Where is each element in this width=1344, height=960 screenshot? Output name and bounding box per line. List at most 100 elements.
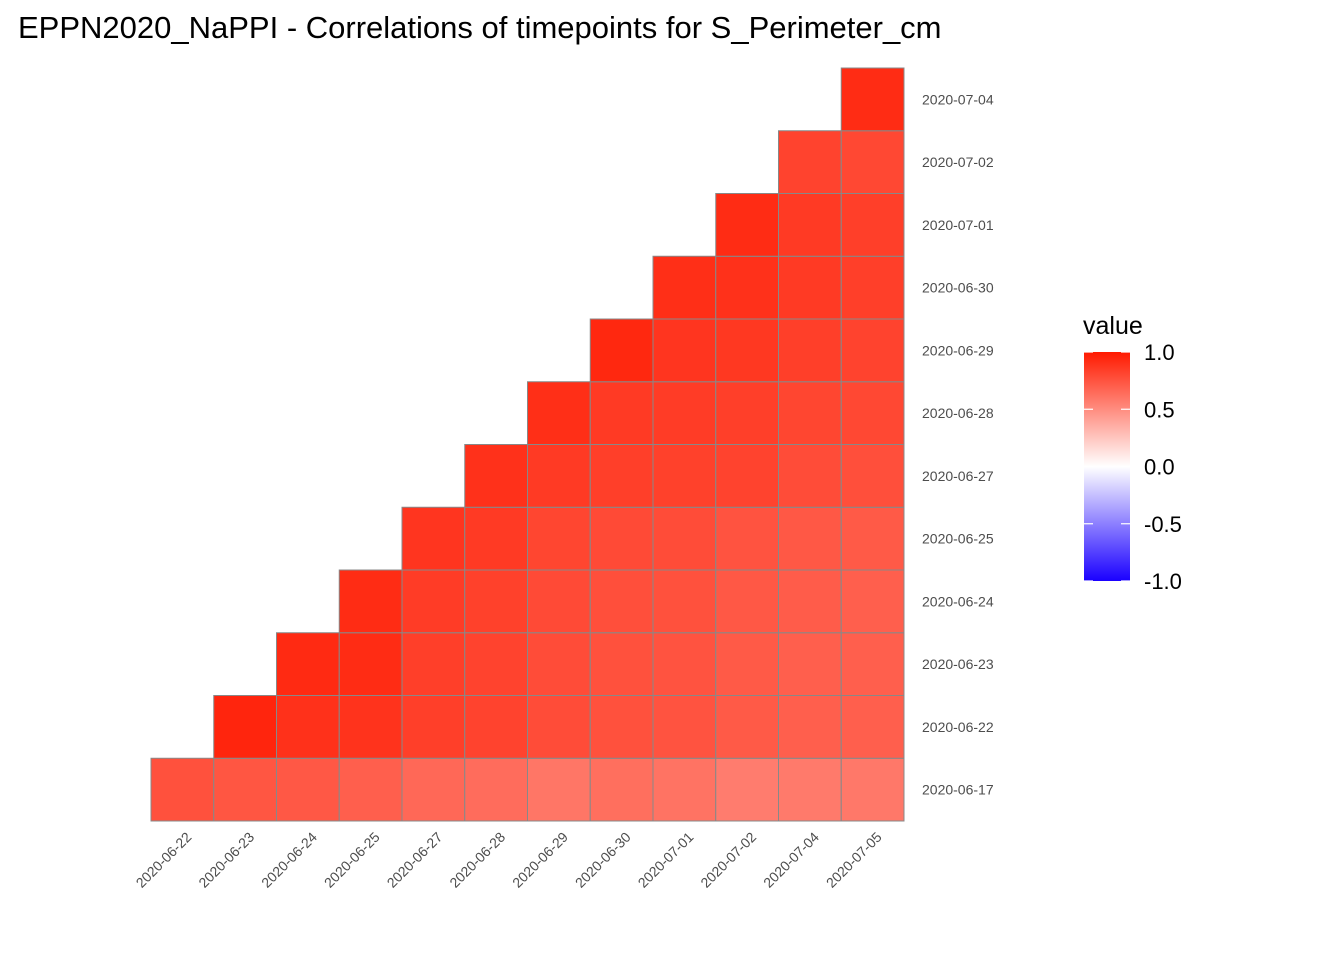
legend-tick-labels: 1.0 0.5 0.0 -0.5 -1.0 (1084, 340, 1182, 594)
heatmap-tile (464, 506, 528, 571)
heatmap-tile (464, 757, 528, 822)
heatmap-tile (464, 569, 528, 634)
heatmap-tile (338, 569, 403, 634)
heatmap-tile (778, 381, 842, 445)
heatmap-tile (840, 757, 905, 822)
heatmap-tile (652, 381, 717, 445)
heatmap-tile (401, 506, 466, 571)
heatmap-tile (840, 632, 905, 696)
heatmap-tile (150, 757, 215, 822)
y-tick-label: 2020-06-24 (922, 593, 994, 609)
heatmap-tile (652, 318, 717, 383)
x-tick-label: 2020-06-29 (509, 829, 571, 891)
heatmap-tile (527, 695, 591, 759)
heatmap-tile (715, 757, 779, 822)
y-tick-label: 2020-06-17 (922, 782, 994, 798)
y-tick-label: 2020-06-23 (922, 656, 994, 672)
heatmap-tile (778, 130, 842, 194)
color-legend: value 1.0 0.5 0.0 -0.5 -1.0 (1083, 312, 1182, 594)
heatmap-tile (401, 695, 466, 759)
heatmap-tile (778, 695, 842, 759)
heatmap-tile (840, 695, 905, 759)
heatmap-tile (527, 569, 591, 634)
heatmap-tile (652, 506, 717, 571)
x-tick-label: 2020-07-02 (697, 829, 759, 891)
heatmap-tile (401, 569, 466, 634)
x-tick-label: 2020-06-25 (321, 829, 383, 891)
heatmap-tile (715, 381, 779, 445)
heatmap-tile (778, 632, 842, 696)
heatmap-tile (652, 255, 717, 320)
x-tick-label: 2020-06-30 (572, 829, 634, 891)
heatmap-tile (715, 569, 779, 634)
x-tick-label: 2020-07-01 (635, 829, 697, 891)
y-tick-label: 2020-07-04 (922, 91, 994, 107)
heatmap-tile (715, 318, 779, 383)
heatmap-tile (778, 255, 842, 320)
x-axis-tick-labels: 2020-06-22 2020-06-23 2020-06-24 2020-06-25… (133, 829, 885, 891)
y-tick-label: 2020-06-29 (922, 342, 994, 358)
heatmap-tile (652, 757, 717, 822)
heatmap-tile (527, 506, 591, 571)
heatmap-tile (589, 632, 654, 696)
heatmap-tile (840, 381, 905, 445)
heatmap-tile (589, 695, 654, 759)
heatmap-tile (213, 757, 277, 822)
y-tick-label: 2020-06-28 (922, 405, 994, 421)
heatmap-tile (840, 444, 905, 508)
heatmap-tile (840, 506, 905, 571)
heatmap-tile (652, 569, 717, 634)
chart-title: EPPN2020_NaPPI - Correlations of timepoi… (18, 10, 942, 45)
heatmap-tile (840, 130, 905, 194)
heatmap-tile (338, 757, 403, 822)
y-tick-label: 2020-06-30 (922, 280, 994, 296)
heatmap-tile (527, 757, 591, 822)
heatmap-tile (840, 569, 905, 634)
heatmap-tile (464, 695, 528, 759)
x-tick-label: 2020-06-27 (384, 829, 446, 891)
y-tick-label: 2020-07-01 (922, 217, 994, 233)
x-tick-label: 2020-06-22 (133, 829, 195, 891)
heatmap-tile (401, 632, 466, 696)
y-tick-label: 2020-06-25 (922, 531, 994, 547)
y-tick-label: 2020-06-27 (922, 468, 994, 484)
heatmap-tile (715, 255, 779, 320)
heatmap-tile (276, 632, 340, 696)
heatmap-tile (778, 193, 842, 257)
heatmap-tile (652, 632, 717, 696)
heatmap-tile (589, 569, 654, 634)
legend-tick-label: 0.0 (1144, 455, 1175, 480)
heatmap-tile (589, 757, 654, 822)
heatmap-tile (338, 695, 403, 759)
heatmap-tile (276, 695, 340, 759)
heatmap-tile (715, 506, 779, 571)
heatmap-tile (527, 632, 591, 696)
heatmap-tile (778, 318, 842, 383)
y-axis-tick-labels: 2020-06-17 2020-06-22 2020-06-23 2020-06-24… (922, 91, 994, 797)
heatmap-tile (715, 444, 779, 508)
heatmap-tile (527, 444, 591, 508)
legend-tick-label: 0.5 (1144, 397, 1175, 422)
heatmap-tile (464, 444, 528, 508)
heatmap-tile (778, 506, 842, 571)
x-tick-label: 2020-06-24 (258, 829, 320, 891)
heatmap-tile (715, 193, 779, 257)
legend-tick-label: 1.0 (1144, 340, 1175, 365)
x-tick-label: 2020-06-23 (195, 829, 257, 891)
heatmap-tile (589, 506, 654, 571)
heatmap-tile (840, 193, 905, 257)
heatmap-tile (401, 757, 466, 822)
y-tick-label: 2020-07-02 (922, 154, 994, 170)
heatmap-tile (778, 444, 842, 508)
heatmap-tile (589, 381, 654, 445)
heatmap-tile (338, 632, 403, 696)
heatmap-tile (652, 695, 717, 759)
y-tick-label: 2020-06-22 (922, 719, 994, 735)
heatmap-tile (840, 67, 905, 132)
heatmap-tile (715, 632, 779, 696)
heatmap-tile (589, 444, 654, 508)
heatmap-tile (715, 695, 779, 759)
heatmap-tile (778, 569, 842, 634)
legend-title: value (1083, 312, 1143, 340)
